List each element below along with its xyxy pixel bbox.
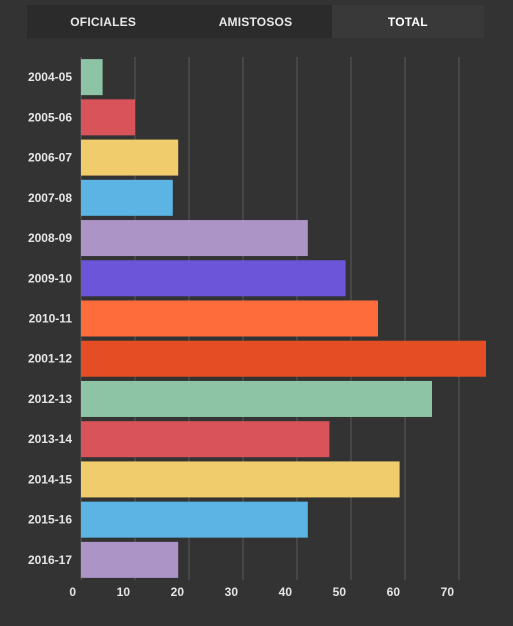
x-tick-label: 30	[225, 585, 239, 599]
x-tick-label: 10	[117, 585, 131, 599]
bar-2013-14[interactable]	[81, 421, 330, 458]
bar-2014-15[interactable]	[81, 461, 400, 498]
x-tick-label: 50	[333, 585, 347, 599]
y-tick-label: 2010-11	[29, 312, 73, 326]
bar-2001-12[interactable]	[81, 340, 486, 377]
tab-bar: OFICIALES AMISTOSOS TOTAL	[27, 5, 484, 38]
tab-total[interactable]: TOTAL	[331, 5, 484, 38]
x-axis-labels: 0 10 20 30 40 50 60 70	[69, 585, 454, 599]
x-tick-label: 20	[171, 585, 185, 599]
y-tick-label: 2016-17	[28, 553, 72, 567]
bars	[81, 59, 486, 578]
x-tick-label: 60	[387, 585, 401, 599]
y-tick-label: 2014-15	[28, 472, 72, 486]
tab-amistosos[interactable]: AMISTOSOS	[218, 14, 293, 29]
y-tick-label: 2001-12	[28, 352, 72, 366]
bar-2006-07[interactable]	[81, 139, 179, 176]
y-tick-label: 2008-09	[28, 231, 72, 245]
bar-2012-13[interactable]	[81, 380, 432, 417]
y-axis-labels: 2004-05 2005-06 2006-07 2007-08 2008-09 2009-…	[28, 70, 72, 567]
x-tick-label: 0	[69, 585, 76, 599]
bar-2016-17[interactable]	[81, 541, 179, 578]
x-tick-label: 70	[441, 585, 455, 599]
tab-oficiales[interactable]: OFICIALES	[70, 14, 137, 29]
y-tick-label: 2004-05	[28, 70, 72, 84]
y-tick-label: 2012-13	[28, 392, 72, 406]
x-tick-label: 40	[279, 585, 293, 599]
bar-2010-11[interactable]	[81, 300, 378, 337]
bar-2008-09[interactable]	[81, 220, 308, 257]
bar-2004-05[interactable]	[81, 59, 103, 96]
y-tick-label: 2005-06	[28, 110, 72, 124]
y-tick-label: 2013-14	[28, 432, 72, 446]
y-tick-label: 2009-10	[28, 271, 72, 285]
bar-2009-10[interactable]	[81, 260, 346, 297]
y-tick-label: 2006-07	[28, 151, 72, 165]
bar-2015-16[interactable]	[81, 501, 308, 538]
bar-2005-06[interactable]	[81, 99, 135, 136]
y-tick-label: 2007-08	[28, 191, 72, 205]
bar-2007-08[interactable]	[81, 179, 173, 216]
y-tick-label: 2015-16	[28, 513, 72, 527]
